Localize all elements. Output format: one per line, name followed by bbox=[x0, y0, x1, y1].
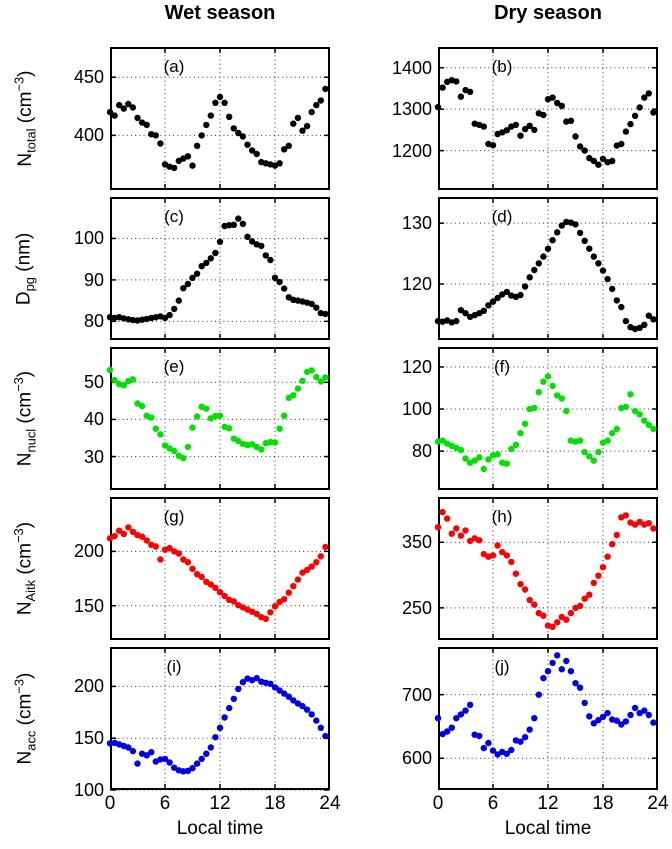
y-tick-label: 700 bbox=[401, 684, 432, 705]
panel-label: (e) bbox=[164, 357, 185, 376]
gridlines bbox=[438, 47, 658, 190]
x-tick-label: 18 bbox=[592, 793, 614, 814]
axis-border bbox=[438, 47, 658, 190]
y-axis-label-n_nucl: Nnucl (cm−3) bbox=[11, 370, 39, 467]
x-tick-label: 12 bbox=[209, 793, 231, 814]
y-tick-label: 450 bbox=[73, 67, 104, 88]
data-points-a bbox=[106, 85, 329, 172]
x-tick-label: 24 bbox=[319, 793, 341, 814]
data-points-g bbox=[106, 524, 329, 622]
y-tick-label: 1200 bbox=[391, 140, 432, 161]
y-tick-label: 250 bbox=[401, 597, 432, 618]
x-tick-label: 6 bbox=[159, 793, 171, 814]
axis-border bbox=[110, 497, 330, 640]
y-tick-label: 80 bbox=[83, 311, 104, 332]
data-points-h bbox=[434, 508, 657, 631]
x-tick-label: 12 bbox=[537, 793, 559, 814]
y-axis-label-n_total: Ntotal (cm−3) bbox=[11, 70, 39, 167]
panel-label: (c) bbox=[164, 207, 184, 226]
axis-border bbox=[438, 497, 658, 640]
title-wet-season: Wet season bbox=[164, 2, 276, 24]
x-axis-label: Local time bbox=[176, 818, 264, 839]
panel-label: (g) bbox=[164, 507, 185, 526]
y-tick-label: 150 bbox=[73, 595, 104, 616]
panel-g-plot: (g) bbox=[106, 497, 330, 640]
axis-border bbox=[110, 47, 330, 190]
axis-border bbox=[110, 197, 330, 340]
data-points-e bbox=[106, 366, 329, 462]
panel-h-plot: (h) bbox=[434, 497, 658, 640]
gridlines bbox=[438, 347, 658, 490]
panel-label: (f) bbox=[494, 357, 510, 376]
y-tick-label: 100 bbox=[401, 399, 432, 420]
x-tick-label: 0 bbox=[104, 793, 116, 814]
y-tick-label: 200 bbox=[73, 541, 104, 562]
x-tick-label: 24 bbox=[647, 793, 669, 814]
y-tick-label: 30 bbox=[83, 446, 104, 467]
y-tick-label: 120 bbox=[401, 274, 432, 295]
panel-f-plot: (f) bbox=[434, 347, 658, 490]
gridlines bbox=[110, 197, 330, 340]
panel-label: (d) bbox=[492, 207, 513, 226]
data-points-j bbox=[434, 652, 657, 758]
y-axis-label-d_pg: Dpg (nm) bbox=[13, 232, 37, 305]
x-tick-label: 0 bbox=[432, 793, 444, 814]
data-points-b bbox=[434, 77, 657, 168]
y-tick-label: 40 bbox=[83, 409, 104, 430]
panel-label: (b) bbox=[492, 57, 513, 76]
gridlines bbox=[110, 497, 330, 640]
x-tick-label: 18 bbox=[264, 793, 286, 814]
panel-label: (j) bbox=[494, 657, 509, 676]
data-points-i bbox=[106, 674, 329, 775]
y-tick-label: 100 bbox=[73, 780, 104, 800]
y-axis-label-n_aitk: NAitk (cm−3) bbox=[11, 521, 39, 616]
y-tick-label: 150 bbox=[73, 728, 104, 749]
axis-border bbox=[438, 197, 658, 340]
y-tick-label: 200 bbox=[73, 676, 104, 697]
y-tick-label: 350 bbox=[401, 532, 432, 553]
y-tick-label: 90 bbox=[83, 269, 104, 290]
data-points-f bbox=[434, 373, 657, 473]
axis-border bbox=[438, 347, 658, 490]
gridlines bbox=[110, 647, 330, 791]
panel-a-plot: (a) bbox=[106, 47, 330, 190]
x-axis-label: Local time bbox=[504, 818, 592, 839]
gridlines bbox=[110, 47, 330, 190]
axis-border bbox=[110, 347, 330, 490]
panel-c-plot: (c) bbox=[106, 197, 330, 340]
y-tick-label: 400 bbox=[73, 125, 104, 146]
title-dry-season: Dry season bbox=[494, 2, 602, 24]
panel-d-plot: (d) bbox=[434, 197, 658, 340]
axis-border bbox=[110, 647, 330, 790]
y-tick-label: 80 bbox=[411, 441, 432, 462]
panel-label: (h) bbox=[492, 507, 513, 526]
data-points-d bbox=[434, 218, 657, 333]
y-tick-label: 100 bbox=[73, 228, 104, 249]
y-tick-label: 50 bbox=[83, 372, 104, 393]
panel-b-plot: (b) bbox=[434, 47, 658, 190]
panel-j-plot: (j) bbox=[434, 647, 658, 790]
y-tick-label: 1300 bbox=[391, 99, 432, 120]
y-tick-label: 1400 bbox=[391, 57, 432, 78]
panel-i-plot: (i) bbox=[106, 647, 330, 791]
x-tick-label: 6 bbox=[487, 793, 499, 814]
panel-label: (a) bbox=[164, 57, 185, 76]
y-axis-label-n_acc: Nacc (cm−3) bbox=[11, 672, 39, 765]
data-points-c bbox=[106, 215, 329, 324]
y-tick-label: 120 bbox=[401, 356, 432, 377]
panel-e-plot: (e) bbox=[106, 347, 330, 490]
y-tick-label: 130 bbox=[401, 213, 432, 234]
y-tick-label: 600 bbox=[401, 748, 432, 769]
panel-label: (i) bbox=[166, 657, 181, 676]
